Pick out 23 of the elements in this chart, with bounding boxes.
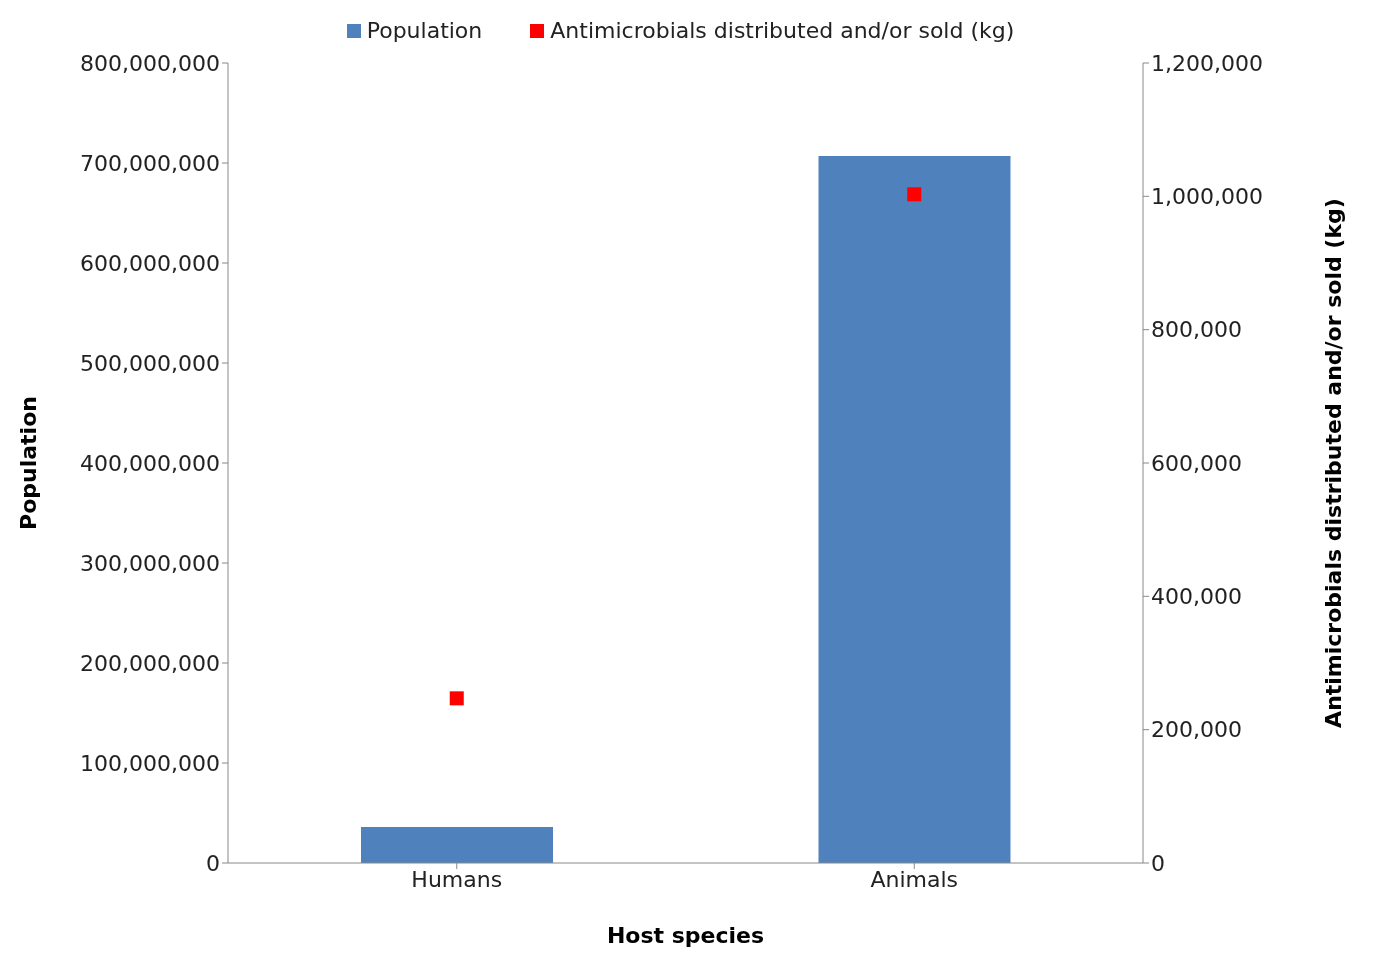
y2-tick-label: 400,000 (1151, 584, 1242, 610)
x-tick-label: Animals (870, 866, 959, 892)
y-tick-label: 0 (206, 850, 220, 876)
y2-tick-label: 1,200,000 (1151, 50, 1263, 76)
y-axis-title: Population (15, 396, 41, 530)
y2-tick-label: 200,000 (1151, 717, 1242, 743)
y-tick-label: 800,000,000 (80, 50, 220, 76)
y-tick-label: 500,000,000 (80, 350, 220, 376)
y-tick-label: 300,000,000 (80, 550, 220, 576)
y-tick-label: 200,000,000 (80, 650, 220, 676)
legend-label: Antimicrobials distributed and/or sold (kg) (549, 18, 1015, 43)
y-tick-label: 100,000,000 (80, 750, 220, 776)
x-tick-label: Humans (411, 866, 503, 892)
y2-tick-label: 600,000 (1151, 450, 1242, 476)
legend-label: Population (365, 18, 483, 43)
x-axis-title: Host species (606, 923, 765, 948)
y2-axis-title: Antimicrobials distributed and/or sold (kg) (1320, 198, 1346, 728)
y-tick-label: 400,000,000 (80, 450, 220, 476)
y2-tick-label: 0 (1151, 850, 1165, 876)
y2-tick-label: 800,000 (1151, 317, 1242, 343)
y-tick-label: 700,000,000 (80, 150, 220, 176)
y2-tick-label: 1,000,000 (1151, 184, 1263, 210)
y-tick-label: 600,000,000 (80, 250, 220, 276)
